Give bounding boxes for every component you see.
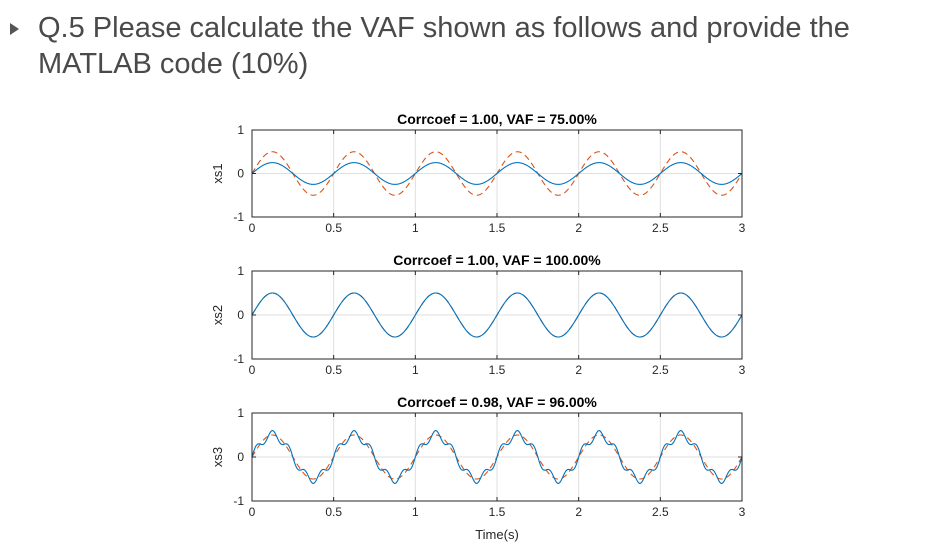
bullet-triangle-icon [10,23,19,35]
y-tick-label: 1 [237,406,244,420]
y-axis-label: xs1 [210,163,225,183]
x-tick-label: 2 [575,363,582,377]
output-series-line [251,292,743,338]
x-tick-label: 2.5 [652,221,669,235]
y-tick-label: -1 [233,352,244,366]
y-tick-label: -1 [233,210,244,224]
x-tick-label: 1 [412,363,419,377]
y-tick-label: 0 [237,308,244,322]
x-tick-label: 1.5 [489,363,506,377]
x-tick-label: 3 [739,363,746,377]
output-series-line [251,162,743,185]
y-tick-label: 1 [237,264,244,278]
x-tick-label: 1.5 [489,221,506,235]
x-tick-label: 0 [249,363,256,377]
x-tick-label: 0 [249,221,256,235]
x-tick-label: 2 [575,221,582,235]
y-axis-label: xs3 [210,447,225,467]
x-tick-label: 3 [739,221,746,235]
subplot-2: 0 0.5 1 1.5 2 2.5 3 -1 0 1 Corrcoef = 1.00, VAF = … [210,252,746,377]
x-tick-label: 2 [575,505,582,519]
subplot-1: 0 0.5 1 1.5 2 2.5 3 -1 0 1 Corrcoef = 1.00, VAF = … [210,111,746,235]
output-series-line [251,430,743,484]
subplot-title: Corrcoef = 0.98, VAF = 96.00% [397,394,597,410]
x-tick-label: 1 [412,505,419,519]
subplot-title: Corrcoef = 1.00, VAF = 75.00% [397,111,597,127]
x-axis-label: Time(s) [475,527,519,542]
x-tick-label: 0 [249,505,256,519]
y-axis-label: xs2 [210,305,225,325]
y-tick-label: 0 [237,167,244,181]
x-tick-label: 1 [412,221,419,235]
x-tick-label: 3 [739,505,746,519]
x-tick-label: 2.5 [652,363,669,377]
subplot-3: 0 0.5 1 1.5 2 2.5 3 -1 0 1 Corrcoef = 0.98, VAF = … [210,394,746,542]
subplot-title: Corrcoef = 1.00, VAF = 100.00% [393,252,601,268]
y-tick-label: -1 [233,494,244,508]
y-tick-label: 1 [237,123,244,137]
x-tick-label: 0.5 [325,363,342,377]
y-tick-label: 0 [237,450,244,464]
x-tick-label: 0.5 [325,505,342,519]
x-tick-label: 2.5 [652,505,669,519]
x-tick-label: 1.5 [489,505,506,519]
question-text: Q.5 Please calculate the VAF shown as fo… [38,12,850,80]
slide-header: Q.5 Please calculate the VAF shown as fo… [10,10,926,82]
x-tick-label: 0.5 [325,221,342,235]
